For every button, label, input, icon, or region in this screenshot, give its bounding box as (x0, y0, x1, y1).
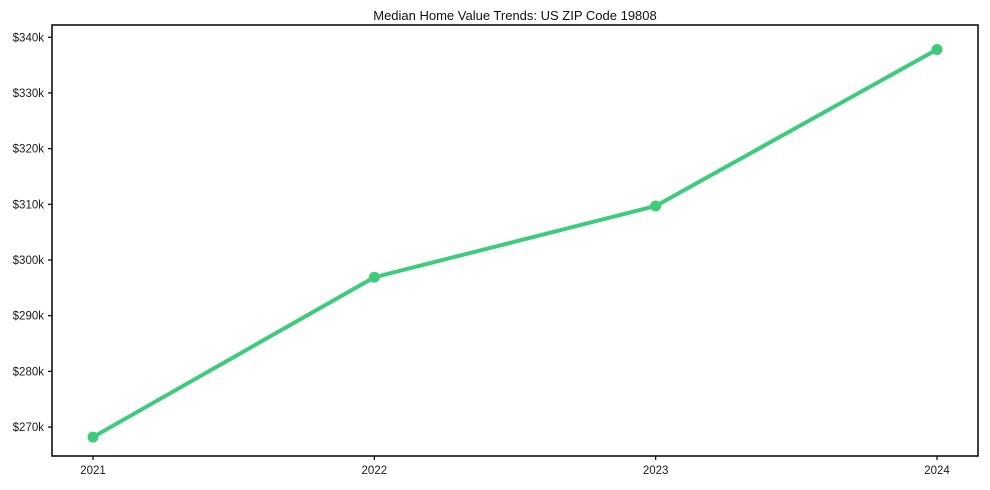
y-axis-tick-label: $280k (13, 366, 45, 378)
x-axis-tick-label: 2021 (80, 465, 106, 477)
y-axis-tick-label: $300k (13, 255, 45, 267)
y-axis-tick-label: $270k (13, 422, 45, 434)
data-point-marker (931, 44, 943, 56)
plot-border (51, 24, 979, 457)
x-axis-tick-label: 2022 (362, 465, 388, 477)
data-point-marker (87, 431, 99, 443)
data-point-marker (368, 271, 380, 283)
y-axis-tick-label: $330k (13, 88, 45, 100)
y-axis-tick-label: $290k (13, 311, 45, 323)
y-axis-tick-label: $310k (13, 199, 45, 211)
x-axis-tick-label: 2023 (643, 465, 669, 477)
x-axis-tick-label: 2024 (924, 465, 950, 477)
data-point-marker (650, 200, 662, 212)
trend-line (91, 47, 939, 440)
y-axis-tick-label: $320k (13, 144, 45, 156)
chart-title: Median Home Value Trends: US ZIP Code 19… (373, 8, 657, 23)
y-axis-tick-label: $340k (13, 32, 45, 44)
